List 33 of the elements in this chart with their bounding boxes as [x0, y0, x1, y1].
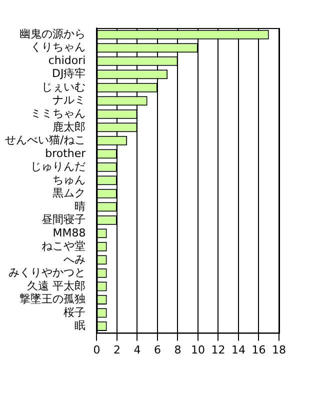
x-tick-label: 14 [231, 343, 246, 356]
y-tick-label: DJ痔牢 [52, 67, 86, 80]
x-tick-label: 16 [252, 343, 266, 356]
y-tick-label: 昼間寝子 [42, 213, 86, 226]
y-tick-label: ねこや堂 [42, 240, 86, 253]
y-tick-label: 鹿太郎 [52, 120, 86, 134]
y-tick-label: chidori [48, 54, 86, 67]
x-tick-label: 6 [154, 343, 161, 356]
y-tick-label: 桜子 [64, 306, 86, 319]
y-tick-label: 眠 [74, 319, 86, 332]
y-tick-label: ちゅん [52, 173, 86, 186]
y-tick-label: 晴 [74, 200, 86, 213]
x-tick-label: 4 [134, 343, 141, 356]
y-tick-label: MM88 [52, 226, 86, 240]
y-tick-label: 撃墜王の孤独 [20, 292, 86, 306]
x-tick-label: 10 [190, 343, 205, 356]
y-tick-label: くりちゃん [30, 40, 86, 54]
y-tick-label: ミミちゃん [30, 107, 86, 120]
x-tick-label: 0 [93, 343, 100, 356]
y-tick-label: 久遠 平太郎 [27, 279, 86, 292]
y-tick-label: ナルミ [52, 94, 86, 107]
x-tick-label: 8 [174, 343, 182, 356]
y-tick-label: 幽鬼の源から [20, 27, 86, 40]
y-tick-label: せんべい猫/ねこ [4, 134, 86, 147]
y-tick-label: みくりやかつと [8, 266, 86, 280]
y-tick-label: じゅりんだ [30, 160, 86, 174]
y-tick-label: brother [45, 146, 86, 160]
y-tick-label: じぇいむ [42, 80, 86, 94]
x-tick-label: 2 [113, 343, 120, 356]
x-tick-label: 18 [272, 343, 286, 356]
y-tick-label: へみ [64, 252, 86, 266]
y-tick-label: 黒ムク [52, 186, 86, 200]
x-tick-label: 12 [211, 343, 226, 356]
